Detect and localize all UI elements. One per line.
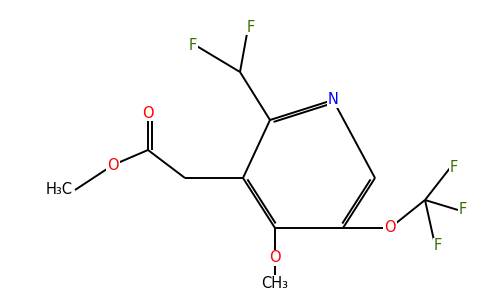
- Text: F: F: [247, 20, 255, 34]
- Text: O: O: [269, 250, 281, 266]
- Text: O: O: [142, 106, 154, 121]
- Text: CH₃: CH₃: [261, 275, 288, 290]
- Text: F: F: [459, 202, 467, 217]
- Text: F: F: [189, 38, 197, 52]
- Text: O: O: [384, 220, 396, 236]
- Text: F: F: [450, 160, 458, 175]
- Text: F: F: [434, 238, 442, 253]
- Text: N: N: [328, 92, 338, 107]
- Text: H₃C: H₃C: [46, 182, 73, 197]
- Text: O: O: [107, 158, 119, 172]
